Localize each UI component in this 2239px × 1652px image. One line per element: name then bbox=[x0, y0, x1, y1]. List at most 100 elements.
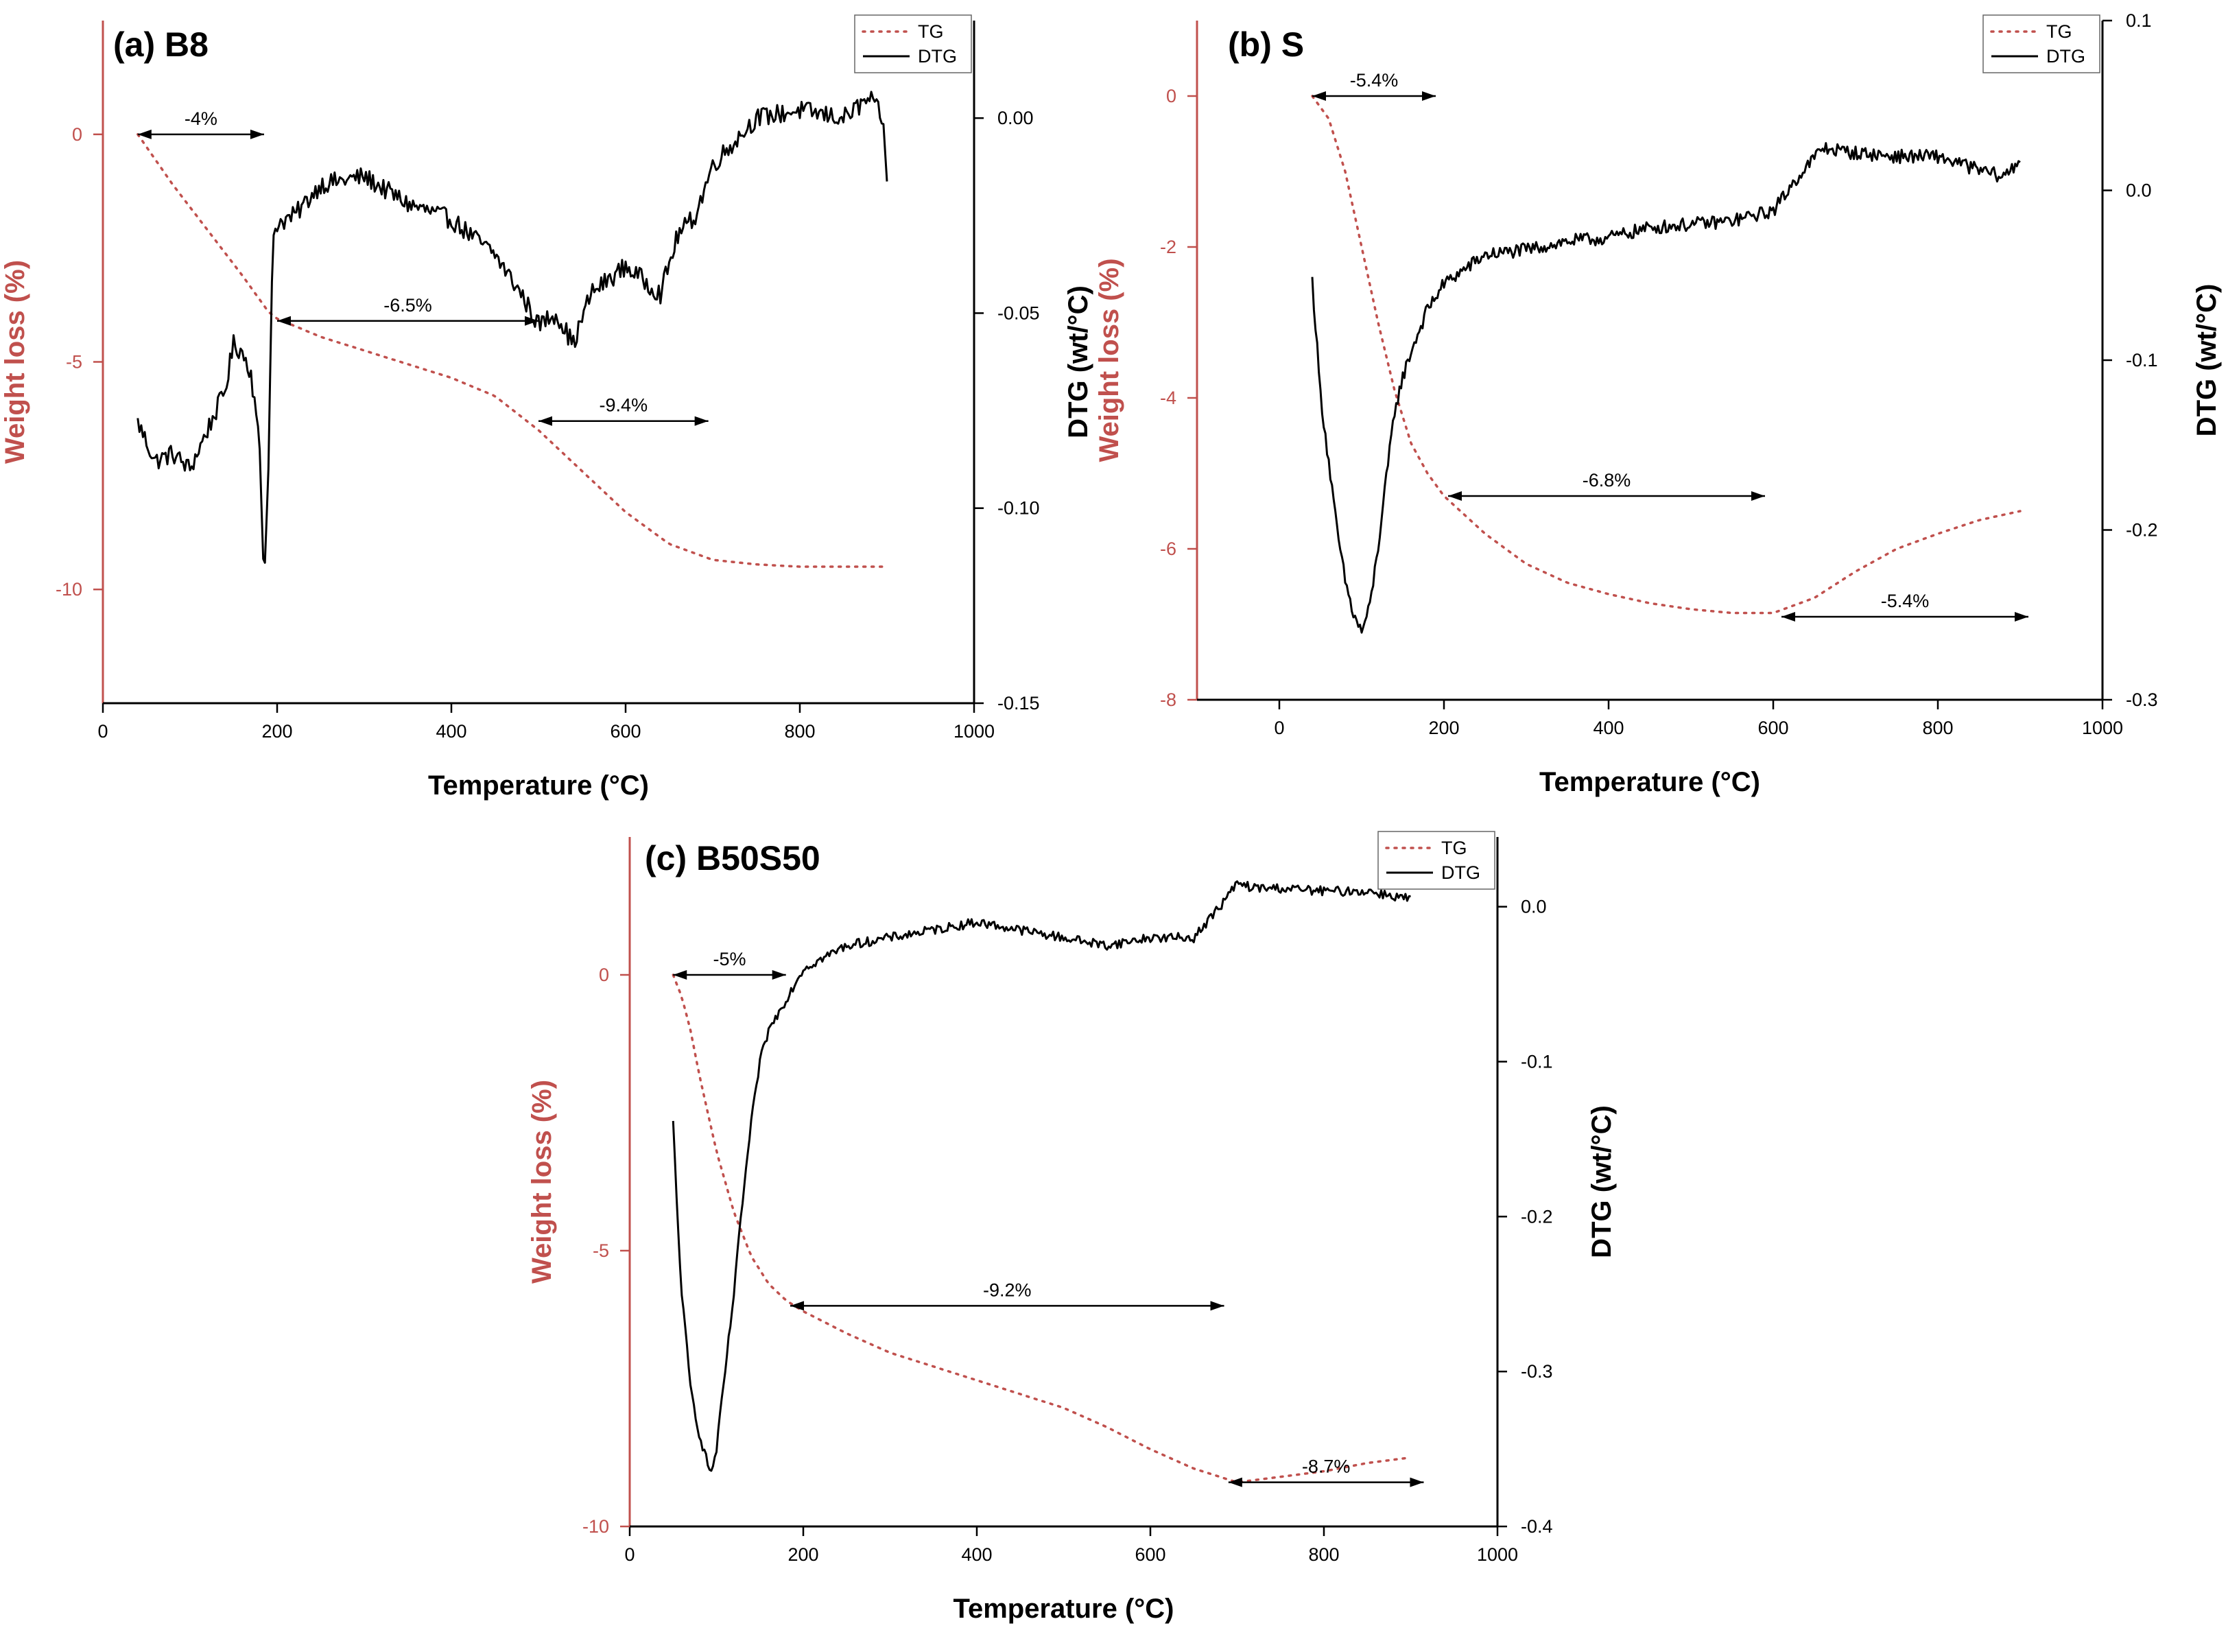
x-tick-label: 1000 bbox=[2082, 718, 2123, 738]
panel-title: (b) S bbox=[1228, 25, 1304, 64]
x-tick-label: 800 bbox=[1308, 1544, 1339, 1565]
annotation-arrowhead-right bbox=[2015, 612, 2028, 622]
legend: TG DTG bbox=[1982, 14, 2100, 73]
annotation-arrowhead-left bbox=[1312, 91, 1326, 101]
right-y-axis-title: DTG (wt/°C) bbox=[2192, 284, 2222, 437]
right-y-axis-title: DTG (wt/°C) bbox=[1063, 285, 1093, 438]
annotation-arrowhead-right bbox=[525, 316, 538, 326]
annotation-label: -5.4% bbox=[1881, 591, 1930, 611]
annotation-arrowhead-left bbox=[538, 416, 552, 426]
panel-c: 0 200 400 600 800 1000 0 -5 -10 0.0 -0.1 -0.2 -0.3 -0… bbox=[527, 831, 1617, 1624]
left-y-tick-label: -5 bbox=[66, 352, 82, 373]
left-y-tick-label: -5 bbox=[593, 1240, 609, 1261]
annotation-label: -5% bbox=[713, 949, 746, 969]
left-y-tick-label: 0 bbox=[1166, 86, 1176, 106]
legend-dtg-label: DTG bbox=[1441, 862, 1480, 883]
x-tick-label: 200 bbox=[787, 1544, 818, 1565]
x-tick-label: 600 bbox=[1757, 718, 1788, 738]
right-y-tick-label: -0.1 bbox=[2126, 350, 2158, 370]
tg-series-line bbox=[1311, 95, 2022, 615]
x-tick-label: 0 bbox=[97, 721, 108, 742]
right-y-tick-label: -0.3 bbox=[1521, 1361, 1553, 1382]
left-y-axis-title: Weight loss (%) bbox=[1094, 258, 1124, 462]
annotation-label: -9.2% bbox=[983, 1279, 1032, 1300]
legend-dtg-label: DTG bbox=[2046, 46, 2085, 67]
left-y-tick-label: -2 bbox=[1160, 237, 1176, 257]
left-y-tick-label: 0 bbox=[599, 965, 609, 985]
annotation-arrowhead-left bbox=[1448, 491, 1462, 501]
annotation-arrowhead-left bbox=[1781, 612, 1795, 622]
annotation-arrowhead-right bbox=[772, 970, 786, 980]
x-tick-label: 800 bbox=[784, 721, 815, 742]
left-y-axis-title: Weight loss (%) bbox=[0, 260, 30, 464]
x-tick-label: 1000 bbox=[953, 721, 995, 742]
x-tick-label: 0 bbox=[624, 1544, 635, 1565]
annotation-label: -8.7% bbox=[1302, 1456, 1351, 1477]
x-tick-label: 400 bbox=[1593, 718, 1624, 738]
x-tick-label: 200 bbox=[261, 721, 292, 742]
annotation-arrowhead-left bbox=[673, 970, 687, 980]
x-tick-label: 800 bbox=[1922, 718, 1953, 738]
annotation-label: -4% bbox=[185, 108, 217, 129]
annotation-arrowhead-right bbox=[1410, 1477, 1424, 1487]
left-y-axis-title: Weight loss (%) bbox=[527, 1080, 557, 1284]
dtg-series-line bbox=[137, 91, 888, 564]
annotation-arrowhead-left bbox=[277, 316, 291, 326]
annotation-arrowhead-right bbox=[250, 129, 264, 139]
x-axis-title: Temperature (°C) bbox=[1539, 767, 1760, 797]
x-tick-label: 1000 bbox=[1477, 1544, 1518, 1565]
right-y-tick-label: -0.3 bbox=[2126, 689, 2158, 710]
x-tick-label: 400 bbox=[436, 721, 466, 742]
right-y-tick-label: -0.15 bbox=[997, 693, 1040, 713]
x-tick-label: 200 bbox=[1428, 718, 1459, 738]
annotation-label: -5.4% bbox=[1350, 70, 1399, 91]
legend-tg-label: TG bbox=[1441, 838, 1467, 858]
dtg-series-line bbox=[1311, 142, 2021, 634]
legend-box bbox=[1377, 831, 1495, 890]
right-y-tick-label: -0.1 bbox=[1521, 1051, 1553, 1072]
annotation-arrowhead-right bbox=[1210, 1301, 1224, 1311]
panel-a: 0 200 400 600 800 1000 0 -5 -10 0.00 -0.05 -0.10 -0.… bbox=[0, 14, 1093, 801]
left-y-tick-label: -6 bbox=[1160, 539, 1176, 559]
panel-title: (a) B8 bbox=[113, 25, 209, 64]
annotation-arrowhead-left bbox=[790, 1301, 805, 1311]
left-y-tick-label: -4 bbox=[1160, 388, 1176, 408]
left-y-tick-label: 0 bbox=[72, 124, 82, 145]
annotation-arrowhead-left bbox=[137, 129, 152, 139]
annotation-label: -9.4% bbox=[600, 395, 648, 416]
x-tick-label: 400 bbox=[961, 1544, 992, 1565]
right-y-axis-title: DTG (wt/°C) bbox=[1587, 1105, 1617, 1258]
left-y-tick-label: -10 bbox=[582, 1516, 609, 1537]
panel-b: 0 200 400 600 800 1000 0 -2 -4 -6 -8 0.1 0.0 -0.1 -0.2… bbox=[1094, 10, 2222, 797]
x-tick-label: 600 bbox=[1135, 1544, 1165, 1565]
legend: TG DTG bbox=[1377, 831, 1495, 890]
tg-series-line bbox=[137, 133, 888, 568]
annotation-arrowhead-left bbox=[1228, 1477, 1242, 1487]
annotation-arrowhead-right bbox=[1751, 491, 1765, 501]
panel-title: (c) B50S50 bbox=[645, 839, 820, 877]
legend-dtg-label: DTG bbox=[918, 46, 957, 67]
left-y-tick-label: -10 bbox=[56, 579, 82, 600]
tg-series-line bbox=[672, 974, 1410, 1484]
left-y-tick-label: -8 bbox=[1160, 689, 1176, 710]
legend-tg-label: TG bbox=[2046, 21, 2072, 42]
right-y-tick-label: -0.10 bbox=[997, 498, 1040, 519]
annotation-arrowhead-right bbox=[1422, 91, 1436, 101]
right-y-tick-label: -0.2 bbox=[2126, 520, 2158, 541]
legend: TG DTG bbox=[854, 14, 972, 73]
x-axis-title: Temperature (°C) bbox=[953, 1594, 1174, 1624]
right-y-tick-label: 0.0 bbox=[2126, 180, 2152, 201]
right-y-tick-label: -0.05 bbox=[997, 303, 1040, 323]
annotation-label: -6.8% bbox=[1583, 470, 1631, 491]
annotation-label: -6.5% bbox=[383, 295, 432, 316]
x-axis-title: Temperature (°C) bbox=[428, 770, 649, 801]
legend-box bbox=[854, 14, 972, 73]
right-y-tick-label: 0.00 bbox=[997, 108, 1034, 128]
x-tick-label: 0 bbox=[1274, 718, 1284, 738]
right-y-tick-label: 0.1 bbox=[2126, 10, 2152, 31]
x-tick-label: 600 bbox=[610, 721, 641, 742]
right-y-tick-label: -0.2 bbox=[1521, 1206, 1553, 1227]
annotation-arrowhead-right bbox=[694, 416, 709, 426]
right-y-tick-label: 0.0 bbox=[1521, 897, 1547, 917]
